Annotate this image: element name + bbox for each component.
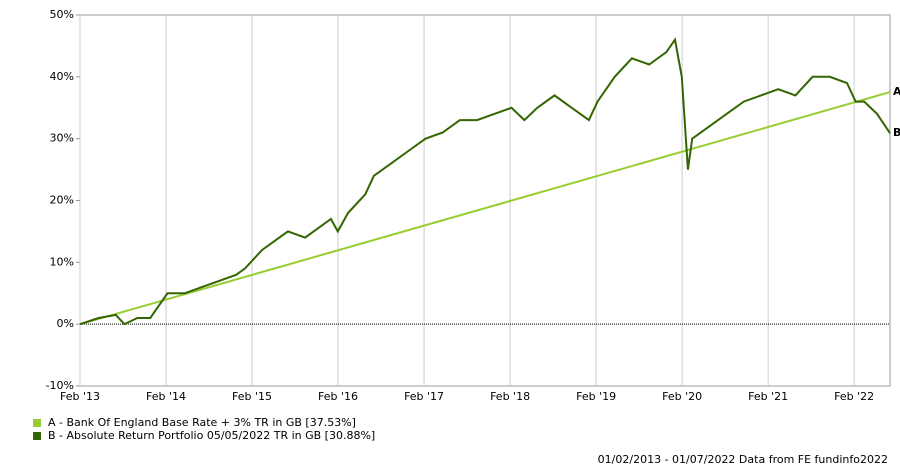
series-line	[79, 37, 891, 326]
y-tick-label: 30%	[50, 132, 74, 145]
legend-label: B - Absolute Return Portfolio 05/05/2022…	[48, 429, 375, 442]
y-tick-label: 20%	[50, 194, 74, 207]
x-tick-label: Feb '17	[404, 390, 444, 403]
y-tick-label: -10%	[46, 379, 74, 392]
x-tick-label: Feb '13	[60, 390, 100, 403]
legend-label: A - Bank Of England Base Rate + 3% TR in…	[48, 416, 356, 429]
y-tick-label: 40%	[50, 70, 74, 83]
x-tick-label: Feb '19	[576, 390, 616, 403]
x-tick-label: Feb '20	[662, 390, 702, 403]
legend-swatch	[33, 419, 41, 427]
x-tick-label: Feb '14	[146, 390, 186, 403]
end-label: A	[893, 85, 900, 98]
x-tick-label: Feb '15	[232, 390, 272, 403]
legend-swatch	[33, 432, 41, 440]
end-label: B	[893, 126, 900, 139]
x-tick-label: Feb '22	[834, 390, 874, 403]
y-tick-label: 0%	[57, 317, 74, 330]
x-tick-label: Feb '21	[748, 390, 788, 403]
y-tick-label: 10%	[50, 255, 74, 268]
footer: 01/02/2013 - 01/07/2022 Data from FE fun…	[598, 453, 888, 466]
x-tick-label: Feb '18	[490, 390, 530, 403]
series-line	[79, 91, 891, 326]
x-tick-label: Feb '16	[318, 390, 358, 403]
y-tick-label: 50%	[50, 8, 74, 21]
